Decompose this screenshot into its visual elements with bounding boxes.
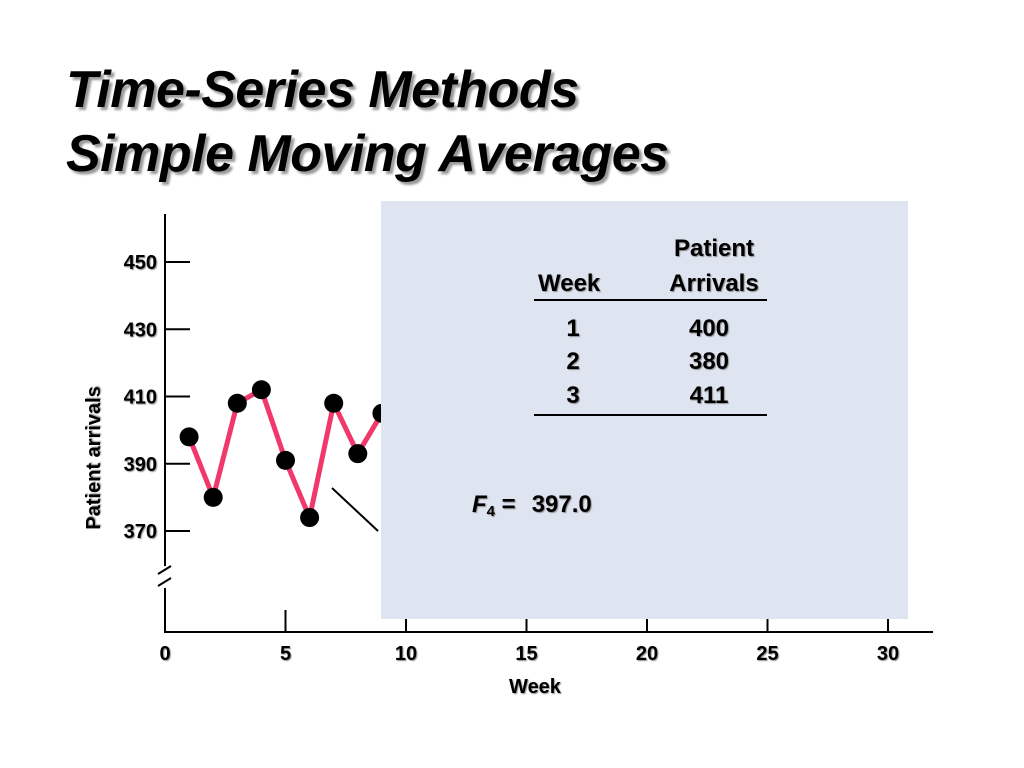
x-tick-label: 10 [395, 643, 417, 665]
callout-pointer-line [331, 487, 379, 532]
y-tick-label: 410 [124, 387, 157, 409]
y-tick-label: 390 [124, 454, 157, 476]
x-tick-label: 15 [515, 643, 537, 665]
data-point [300, 508, 320, 528]
y-tick-label: 370 [124, 521, 157, 543]
axis-break-mark [157, 577, 172, 587]
row-week: 1 [566, 315, 580, 342]
data-point [324, 393, 344, 413]
forecast-value: 397.0 [531, 491, 592, 518]
x-tick-label: 0 [159, 643, 170, 665]
y-tick-label: 430 [124, 319, 157, 341]
moving-average-panel: Patient Week Arrivals 1 400 2 380 3 411 [381, 201, 908, 619]
x-tick-label: 20 [636, 643, 658, 665]
row-week: 2 [566, 348, 580, 375]
header-arrivals-line2: Arrivals [669, 270, 759, 297]
x-tick-label: 5 [280, 643, 291, 665]
header-arrivals-line1: Patient [673, 235, 754, 262]
title-line-2: Simple Moving Averages [66, 125, 669, 183]
forecast-subscript: 4 [486, 503, 496, 520]
data-point [179, 427, 199, 447]
row-arrivals: 411 [689, 382, 729, 409]
data-point [251, 380, 271, 400]
row-arrivals: 380 [688, 348, 730, 375]
x-tick-label: 30 [877, 643, 899, 665]
data-point [348, 444, 368, 464]
title-line-1: Time-Series Methods [66, 61, 579, 119]
header-week: Week [538, 270, 601, 297]
slide-title: Time-Series Methods Simple Moving Averag… [66, 58, 669, 186]
axis-break-mark [157, 565, 172, 575]
x-axis-title: Week [509, 676, 562, 698]
y-tick-label: 450 [124, 252, 157, 274]
y-axis-title: Patient arrivals [83, 386, 105, 529]
forecast-symbol: F [472, 491, 487, 518]
data-point [227, 393, 247, 413]
x-tick-label: 25 [756, 643, 778, 665]
forecast-equals: = [495, 491, 516, 518]
row-arrivals: 400 [688, 315, 730, 342]
data-point [276, 450, 295, 470]
row-week: 3 [566, 382, 580, 409]
table-footer-rule [534, 414, 767, 416]
forecast-label: F4 = 397.0 [472, 491, 592, 526]
data-point [203, 487, 223, 507]
table-header-rule [534, 299, 767, 301]
